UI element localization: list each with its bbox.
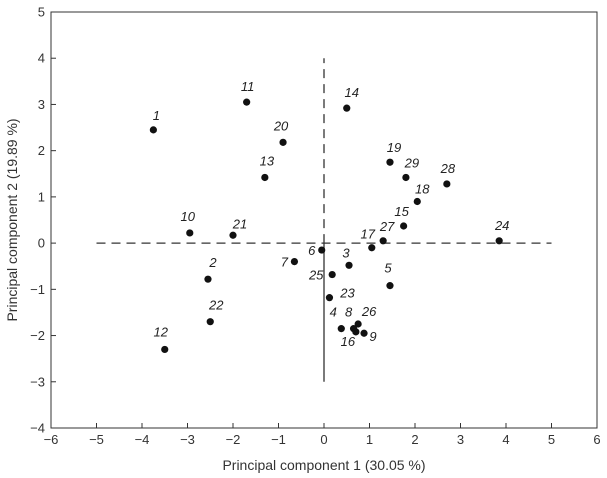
x-tick-label: −2 xyxy=(226,432,241,447)
data-point-label: 10 xyxy=(181,209,196,224)
data-point xyxy=(206,318,214,326)
data-point xyxy=(337,325,345,333)
data-point xyxy=(360,329,368,337)
x-tick-label: −4 xyxy=(135,432,150,447)
data-point-label: 29 xyxy=(404,155,419,170)
data-point xyxy=(413,197,421,206)
data-point-label: 6 xyxy=(308,243,316,258)
data-point-label: 9 xyxy=(369,329,376,344)
x-tick-label: −6 xyxy=(44,432,59,447)
x-tick-label: 2 xyxy=(411,432,418,447)
x-tick-label: −5 xyxy=(89,432,104,447)
data-point xyxy=(443,180,451,188)
x-tick-label: 1 xyxy=(366,432,373,447)
y-tick-label: 0 xyxy=(38,236,45,251)
data-point-label: 7 xyxy=(281,255,289,270)
data-points xyxy=(149,98,503,354)
data-point xyxy=(328,270,336,279)
y-tick-label: 3 xyxy=(38,97,45,112)
x-tick-label: 6 xyxy=(593,432,600,447)
data-point xyxy=(161,345,169,354)
data-point-label: 20 xyxy=(273,118,289,133)
data-point-label: 25 xyxy=(308,268,324,283)
data-point-label: 28 xyxy=(440,161,456,176)
reference-lines xyxy=(96,58,552,382)
data-point-label: 3 xyxy=(342,245,350,260)
x-axis-title: Principal component 1 (30.05 %) xyxy=(222,457,425,473)
y-tick-label: −2 xyxy=(30,328,45,343)
data-point xyxy=(279,138,287,146)
data-point xyxy=(229,231,237,239)
data-point-label: 14 xyxy=(345,85,359,100)
y-tick-label: −3 xyxy=(30,374,45,389)
data-point-label: 4 xyxy=(330,305,337,320)
data-point xyxy=(290,258,299,266)
data-point xyxy=(149,126,157,134)
data-point-label: 27 xyxy=(379,219,395,234)
x-tick-label: 3 xyxy=(457,432,464,447)
data-point-label: 11 xyxy=(241,79,255,94)
y-tick-label: 5 xyxy=(38,5,45,20)
data-point-labels: 1234567891011121314151617181920212223242… xyxy=(153,79,510,349)
data-point xyxy=(354,320,362,328)
data-point-label: 19 xyxy=(387,140,401,155)
x-tick-label: 4 xyxy=(502,432,509,447)
data-point xyxy=(400,222,408,230)
data-point-label: 2 xyxy=(208,255,217,270)
x-tick-label: 0 xyxy=(320,432,327,447)
data-point xyxy=(345,261,353,269)
x-tick-label: 5 xyxy=(548,432,555,447)
data-point-label: 1 xyxy=(153,108,160,123)
data-point-label: 15 xyxy=(394,204,409,219)
data-point-label: 18 xyxy=(415,182,430,197)
data-point xyxy=(495,237,503,245)
data-point xyxy=(261,173,269,182)
data-point xyxy=(379,237,387,245)
y-tick-label: 4 xyxy=(38,51,45,66)
data-point xyxy=(325,294,334,302)
data-point xyxy=(243,98,251,106)
data-point xyxy=(386,282,394,290)
data-point xyxy=(186,229,194,237)
x-tick-label: −1 xyxy=(271,432,286,447)
y-tick-label: −4 xyxy=(30,421,45,436)
y-tick-label: 2 xyxy=(38,143,45,158)
data-point-label: 12 xyxy=(154,324,169,339)
y-tick-label: 1 xyxy=(38,189,45,204)
data-point xyxy=(402,173,410,182)
data-point-label: 5 xyxy=(384,261,392,276)
y-tick-label: −1 xyxy=(30,282,45,297)
data-point xyxy=(343,104,351,112)
data-point-label: 24 xyxy=(494,218,509,233)
x-tick-label: −3 xyxy=(180,432,195,447)
data-point-label: 26 xyxy=(361,304,377,319)
data-point-label: 22 xyxy=(208,298,224,313)
data-point-label: 21 xyxy=(232,216,247,231)
data-point xyxy=(318,246,326,254)
data-point-label: 17 xyxy=(361,227,376,242)
data-point-label: 8 xyxy=(345,305,353,320)
data-point xyxy=(386,158,394,166)
data-point-label: 16 xyxy=(341,334,356,349)
y-axis-title: Principal component 2 (19.89 %) xyxy=(4,118,20,321)
x-axis-ticks: −6 −5 −4 −3 −2 −1 0 1 2 3 4 5 6 xyxy=(44,423,601,447)
data-point xyxy=(368,244,376,252)
data-point-label: 13 xyxy=(260,153,275,168)
data-point-label: 23 xyxy=(339,286,355,301)
data-point xyxy=(204,275,212,283)
y-axis-ticks: 5 4 3 2 1 0 −1 −2 −3 −4 xyxy=(30,5,56,436)
data-point xyxy=(352,328,360,336)
